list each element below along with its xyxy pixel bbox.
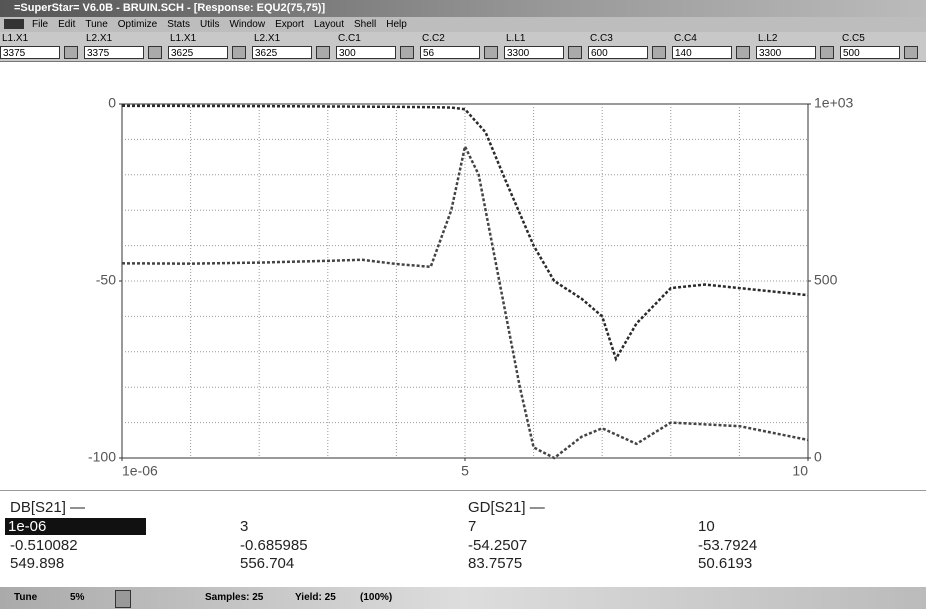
param-spinner[interactable]: [232, 46, 246, 59]
param-label: L.L2: [758, 33, 778, 44]
readout-db: -0.510082: [10, 537, 78, 554]
param-spinner[interactable]: [316, 46, 330, 59]
param-label: L1.X1: [2, 33, 29, 44]
menu-item[interactable]: Shell: [354, 19, 377, 30]
readout-gd: 549.898: [10, 555, 65, 572]
x-tick-label: 5: [461, 463, 469, 479]
param-value[interactable]: 140: [672, 46, 732, 59]
readout-x[interactable]: 7: [468, 518, 477, 535]
y2-tick-label: 500: [814, 272, 838, 288]
menu-item[interactable]: Help: [386, 19, 407, 30]
param-label: C.C4: [674, 33, 697, 44]
param-label: C.C3: [590, 33, 613, 44]
menu-item[interactable]: Optimize: [117, 19, 158, 30]
param-label: L2.X1: [86, 33, 113, 44]
param-value[interactable]: 3375: [84, 46, 144, 59]
readout-db: -0.685985: [240, 537, 308, 554]
step-spinner[interactable]: [115, 590, 131, 608]
menu-item[interactable]: File: [32, 19, 49, 30]
y-tick-label: -100: [88, 449, 116, 465]
readout-gd: 556.704: [240, 555, 295, 572]
param-label: C.C2: [422, 33, 445, 44]
series-line: [121, 104, 809, 362]
param-spinner[interactable]: [400, 46, 414, 59]
menu-item[interactable]: Tune: [85, 19, 108, 30]
param-label: C.C5: [842, 33, 865, 44]
param-spinner[interactable]: [568, 46, 582, 59]
readout-gd: 50.6193: [698, 555, 753, 572]
tune-label: Tune: [14, 592, 38, 603]
param-label: L2.X1: [254, 33, 281, 44]
param-spinner[interactable]: [484, 46, 498, 59]
param-label: L.L1: [506, 33, 526, 44]
x-tick-label: 1e-06: [122, 463, 158, 479]
readout-x[interactable]: 10: [698, 518, 715, 535]
param-value[interactable]: 56: [420, 46, 480, 59]
param-value[interactable]: 3300: [756, 46, 816, 59]
readout-gd: 83.7575: [468, 555, 523, 572]
param-value[interactable]: 600: [588, 46, 648, 59]
readout-header: DB[S21] —: [10, 499, 86, 516]
param-spinner[interactable]: [64, 46, 78, 59]
title-bar: =SuperStar= V6.0B - BRUIN.SCH - [Respons…: [0, 0, 926, 17]
samples: Samples: 25: [205, 592, 264, 603]
yield-percent: (100%): [360, 592, 393, 603]
param-value[interactable]: 500: [840, 46, 900, 59]
param-spinner[interactable]: [736, 46, 750, 59]
param-value[interactable]: 3625: [252, 46, 312, 59]
y-tick-label: 0: [108, 95, 116, 111]
param-value[interactable]: 3625: [168, 46, 228, 59]
tune-step: 5%: [70, 592, 85, 603]
yield: Yield: 25: [295, 592, 336, 603]
menu-bar: File Edit Tune Optimize Stats Utils Window Expo…: [0, 17, 926, 32]
param-label: L1.X1: [170, 33, 197, 44]
series-line: [121, 142, 809, 460]
readout-x[interactable]: 1e-06: [5, 518, 146, 535]
menu-item[interactable]: Export: [275, 19, 304, 30]
y2-tick-label: 0: [814, 449, 822, 465]
readout-panel: DB[S21] — GD[S21] — 1e-06 -0.510082 549.898 3…: [0, 490, 926, 588]
status-bar: Tune 5% Samples: 25 Yield: 25 (100%): [0, 587, 926, 609]
param-spinner[interactable]: [148, 46, 162, 59]
menu-item[interactable]: Layout: [313, 19, 344, 30]
y2-tick-label: 1e+03: [814, 95, 854, 111]
param-label: C.C1: [338, 33, 361, 44]
menu-item[interactable]: Edit: [58, 19, 76, 30]
x-tick-label: 10: [792, 463, 808, 479]
menu-item[interactable]: Utils: [200, 19, 220, 30]
param-spinner[interactable]: [820, 46, 834, 59]
param-spinner[interactable]: [904, 46, 918, 59]
param-spinner[interactable]: [652, 46, 666, 59]
readout-header: GD[S21] —: [468, 499, 545, 516]
readout-db: -53.7924: [698, 537, 758, 554]
menu-item[interactable]: Window: [229, 19, 266, 30]
window-title: =SuperStar= V6.0B - BRUIN.SCH - [Respons…: [14, 2, 326, 14]
param-value[interactable]: 3375: [0, 46, 60, 59]
parameter-bar: L1.X1 3375 L2.X1 3375 L1.X1 3625 L2.X1 3625 C.C1…: [0, 32, 926, 62]
y-tick-label: -50: [96, 272, 116, 288]
readout-x[interactable]: 3: [240, 518, 249, 535]
menu-item[interactable]: Stats: [167, 19, 191, 30]
param-value[interactable]: 3300: [504, 46, 564, 59]
menu-icon: [4, 19, 24, 29]
chart: 0 -50 -100 1e+03 500 0 1e-06 5 10: [88, 95, 854, 479]
readout-db: -54.2507: [468, 537, 528, 554]
param-value[interactable]: 300: [336, 46, 396, 59]
